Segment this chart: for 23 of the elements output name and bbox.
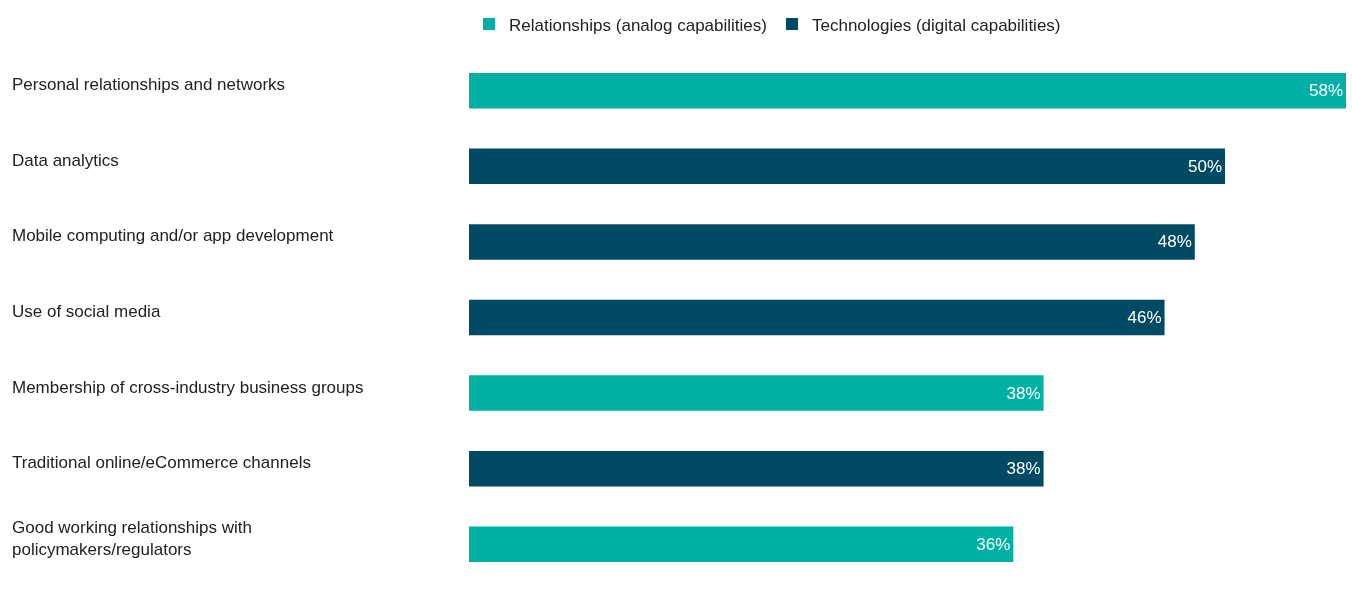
legend-label: Relationships (analog capabilities): [509, 15, 767, 35]
bar: [469, 73, 1346, 109]
bar: [469, 375, 1044, 411]
data-label: 58%: [1308, 81, 1343, 101]
y-tick-label: Mobile computing and/or app development: [12, 226, 334, 245]
y-tick-label: Use of social media: [12, 302, 161, 321]
data-label: 36%: [976, 534, 1011, 554]
y-tick-label: Membership of cross-industry business groups: [12, 378, 364, 397]
data-label: 46%: [1127, 308, 1162, 327]
bar: [469, 148, 1226, 185]
y-tick-label: Personal relationships and networks: [12, 75, 286, 94]
y-tick-label: Good working relationships with policymakers/regulators: [12, 518, 253, 560]
data-label: 50%: [1188, 156, 1223, 176]
legend-label: Technologies (digital capabilities): [811, 15, 1061, 35]
data-label: 38%: [1006, 459, 1041, 479]
y-tick-label: Data analytics: [12, 151, 119, 170]
bar: [469, 450, 1044, 487]
data-label: 48%: [1157, 232, 1192, 252]
bar: [469, 299, 1165, 336]
bar: [469, 224, 1195, 260]
data-label: 38%: [1006, 383, 1041, 403]
bar: [469, 526, 1014, 562]
y-tick-label: Traditional online/eCommerce channels: [12, 453, 311, 472]
